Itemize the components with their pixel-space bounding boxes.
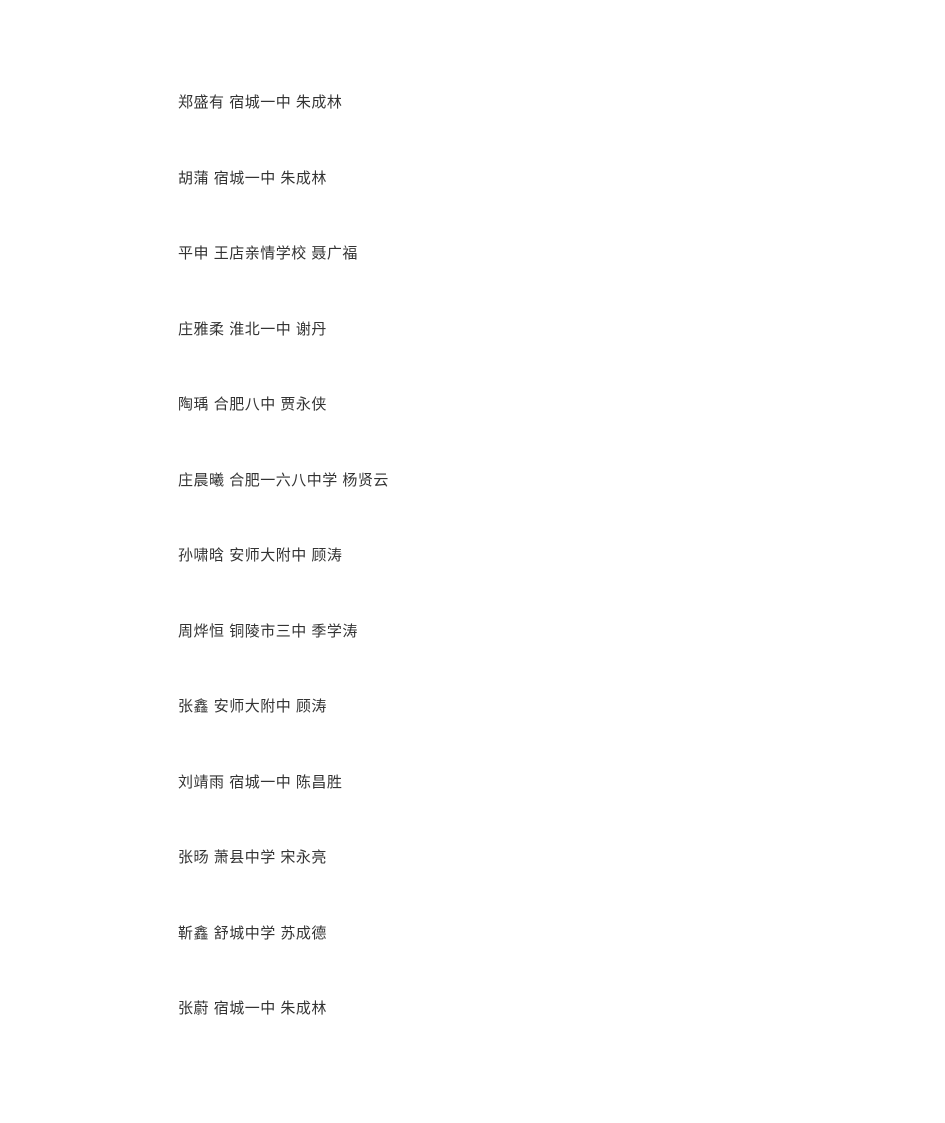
entry-row: 张蔚 宿城一中 朱成林 <box>178 998 945 1021</box>
student-name: 孙啸晗 <box>178 547 225 564</box>
entry-row: 陶瑀 合肥八中 贾永侠 <box>178 394 945 417</box>
teacher-name: 朱成林 <box>280 170 327 187</box>
school-name: 安师大附中 <box>229 547 307 564</box>
student-name: 张旸 <box>178 849 209 866</box>
teacher-name: 杨贤云 <box>342 472 389 489</box>
school-name: 宿城一中 <box>214 1000 276 1017</box>
school-name: 宿城一中 <box>229 94 291 111</box>
entry-row: 胡蒲 宿城一中 朱成林 <box>178 168 945 191</box>
school-name: 王店亲情学校 <box>214 245 307 262</box>
school-name: 安师大附中 <box>214 698 292 715</box>
entry-row: 刘靖雨 宿城一中 陈昌胜 <box>178 772 945 795</box>
school-name: 宿城一中 <box>229 774 291 791</box>
entry-row: 张旸 萧县中学 宋永亮 <box>178 847 945 870</box>
school-name: 合肥一六八中学 <box>229 472 338 489</box>
student-name: 胡蒲 <box>178 170 209 187</box>
teacher-name: 宋永亮 <box>280 849 327 866</box>
teacher-name: 贾永侠 <box>280 396 327 413</box>
school-name: 淮北一中 <box>229 321 291 338</box>
student-name: 庄雅柔 <box>178 321 225 338</box>
school-name: 合肥八中 <box>214 396 276 413</box>
teacher-name: 顾涛 <box>311 547 342 564</box>
teacher-name: 聂广福 <box>311 245 358 262</box>
entry-row: 孙啸晗 安师大附中 顾涛 <box>178 545 945 568</box>
student-name: 陶瑀 <box>178 396 209 413</box>
teacher-name: 顾涛 <box>296 698 327 715</box>
entry-row: 靳鑫 舒城中学 苏成德 <box>178 923 945 946</box>
entry-row: 张鑫 安师大附中 顾涛 <box>178 696 945 719</box>
student-name: 庄晨曦 <box>178 472 225 489</box>
entry-row: 庄雅柔 淮北一中 谢丹 <box>178 319 945 342</box>
school-name: 萧县中学 <box>214 849 276 866</box>
teacher-name: 陈昌胜 <box>296 774 343 791</box>
document-content: 郑盛有 宿城一中 朱成林胡蒲 宿城一中 朱成林平申 王店亲情学校 聂广福庄雅柔 … <box>178 92 945 1021</box>
school-name: 宿城一中 <box>214 170 276 187</box>
school-name: 铜陵市三中 <box>229 623 307 640</box>
school-name: 舒城中学 <box>214 925 276 942</box>
student-name: 周烨恒 <box>178 623 225 640</box>
teacher-name: 朱成林 <box>296 94 343 111</box>
student-name: 平申 <box>178 245 209 262</box>
entry-row: 周烨恒 铜陵市三中 季学涛 <box>178 621 945 644</box>
student-name: 张蔚 <box>178 1000 209 1017</box>
teacher-name: 季学涛 <box>311 623 358 640</box>
student-name: 刘靖雨 <box>178 774 225 791</box>
entry-row: 庄晨曦 合肥一六八中学 杨贤云 <box>178 470 945 493</box>
student-name: 张鑫 <box>178 698 209 715</box>
teacher-name: 苏成德 <box>280 925 327 942</box>
student-name: 郑盛有 <box>178 94 225 111</box>
student-name: 靳鑫 <box>178 925 209 942</box>
entry-row: 平申 王店亲情学校 聂广福 <box>178 243 945 266</box>
entry-row: 郑盛有 宿城一中 朱成林 <box>178 92 945 115</box>
teacher-name: 朱成林 <box>280 1000 327 1017</box>
teacher-name: 谢丹 <box>296 321 327 338</box>
